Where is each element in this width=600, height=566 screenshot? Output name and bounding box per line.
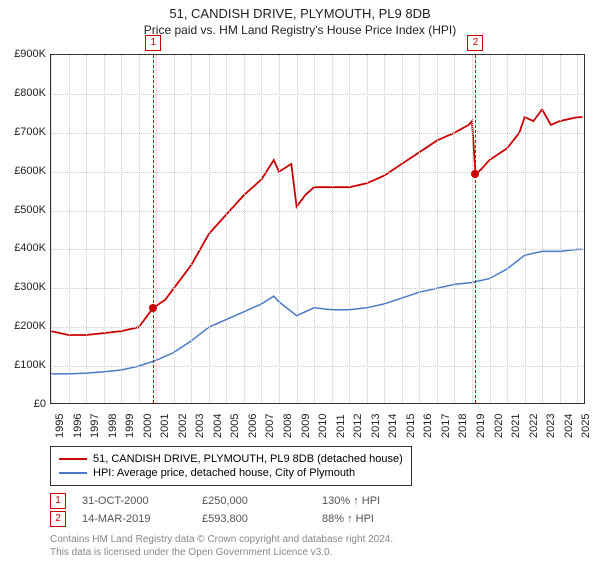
sale-row: 2 14-MAR-2019 £593,800 88% ↑ HPI [50, 511, 442, 527]
x-axis-label: 2017 [440, 414, 452, 438]
x-axis-label: 1996 [72, 414, 84, 438]
x-axis-label: 2012 [352, 414, 364, 438]
x-axis-label: 2000 [142, 414, 154, 438]
legend-item: HPI: Average price, detached house, City… [59, 467, 403, 479]
x-axis-label: 2002 [177, 414, 189, 438]
legend-item: 51, CANDISH DRIVE, PLYMOUTH, PL9 8DB (de… [59, 453, 403, 465]
x-axis-label: 2006 [247, 414, 259, 438]
x-axis-label: 2007 [264, 414, 276, 438]
sale-date: 14-MAR-2019 [82, 513, 202, 525]
chart-marker-dot [471, 170, 479, 178]
legend-swatch [59, 458, 87, 460]
legend-label: HPI: Average price, detached house, City… [93, 467, 355, 479]
y-axis-label: £0 [4, 398, 46, 410]
sale-pct: 130% ↑ HPI [322, 495, 442, 507]
chart-subtitle: Price paid vs. HM Land Registry's House … [0, 23, 600, 37]
x-axis-label: 2023 [545, 414, 557, 438]
x-axis-label: 2003 [194, 414, 206, 438]
sale-date: 31-OCT-2000 [82, 495, 202, 507]
y-axis-label: £400K [4, 242, 46, 254]
chart-plot: 12 [50, 54, 585, 404]
y-axis-label: £200K [4, 320, 46, 332]
y-axis-label: £100K [4, 359, 46, 371]
x-axis-label: 2013 [370, 414, 382, 438]
y-axis-label: £300K [4, 281, 46, 293]
chart-marker-dot [149, 304, 157, 312]
sale-price: £593,800 [202, 513, 322, 525]
x-axis-label: 2014 [387, 414, 399, 438]
y-axis-label: £500K [4, 204, 46, 216]
sale-marker-icon: 1 [50, 493, 66, 509]
chart-lines-svg [51, 55, 586, 405]
x-axis-label: 2011 [335, 414, 347, 438]
x-axis-label: 2024 [563, 414, 575, 438]
x-axis-label: 2004 [212, 414, 224, 438]
y-axis-label: £600K [4, 165, 46, 177]
x-axis-label: 2008 [282, 414, 294, 438]
x-axis-label: 2001 [159, 414, 171, 438]
x-axis-label: 2020 [493, 414, 505, 438]
sale-price: £250,000 [202, 495, 322, 507]
y-axis-label: £700K [4, 126, 46, 138]
x-axis-label: 2018 [457, 414, 469, 438]
chart-area: 12 [50, 54, 585, 404]
sale-row: 1 31-OCT-2000 £250,000 130% ↑ HPI [50, 493, 442, 509]
x-axis-label: 2005 [229, 414, 241, 438]
x-axis-label: 1999 [124, 414, 136, 438]
legend: 51, CANDISH DRIVE, PLYMOUTH, PL9 8DB (de… [50, 446, 412, 486]
sale-pct: 88% ↑ HPI [322, 513, 442, 525]
x-axis-label: 2022 [528, 414, 540, 438]
chart-marker-label: 1 [145, 35, 161, 51]
series-line-property [51, 109, 583, 335]
x-axis-label: 2021 [510, 414, 522, 438]
x-axis-label: 2009 [300, 414, 312, 438]
sale-marker-icon: 2 [50, 511, 66, 527]
x-axis-label: 2015 [405, 414, 417, 438]
x-axis-label: 2010 [317, 414, 329, 438]
x-axis-label: 2016 [422, 414, 434, 438]
chart-container: 51, CANDISH DRIVE, PLYMOUTH, PL9 8DB Pri… [0, 6, 600, 566]
series-line-hpi [51, 249, 583, 374]
sales-table: 1 31-OCT-2000 £250,000 130% ↑ HPI 2 14-M… [50, 491, 442, 529]
x-axis-label: 1995 [54, 414, 66, 438]
y-axis-label: £800K [4, 87, 46, 99]
legend-swatch [59, 472, 87, 474]
chart-marker-label: 2 [467, 35, 483, 51]
x-axis-label: 1997 [89, 414, 101, 438]
x-axis-label: 2025 [580, 414, 592, 438]
footer-line: This data is licensed under the Open Gov… [50, 547, 393, 560]
y-axis-label: £900K [4, 48, 46, 60]
legend-label: 51, CANDISH DRIVE, PLYMOUTH, PL9 8DB (de… [93, 453, 403, 465]
chart-title: 51, CANDISH DRIVE, PLYMOUTH, PL9 8DB [0, 6, 600, 21]
footer-line: Contains HM Land Registry data © Crown c… [50, 534, 393, 547]
x-axis-label: 2019 [475, 414, 487, 438]
x-axis-label: 1998 [107, 414, 119, 438]
footer: Contains HM Land Registry data © Crown c… [50, 534, 393, 559]
